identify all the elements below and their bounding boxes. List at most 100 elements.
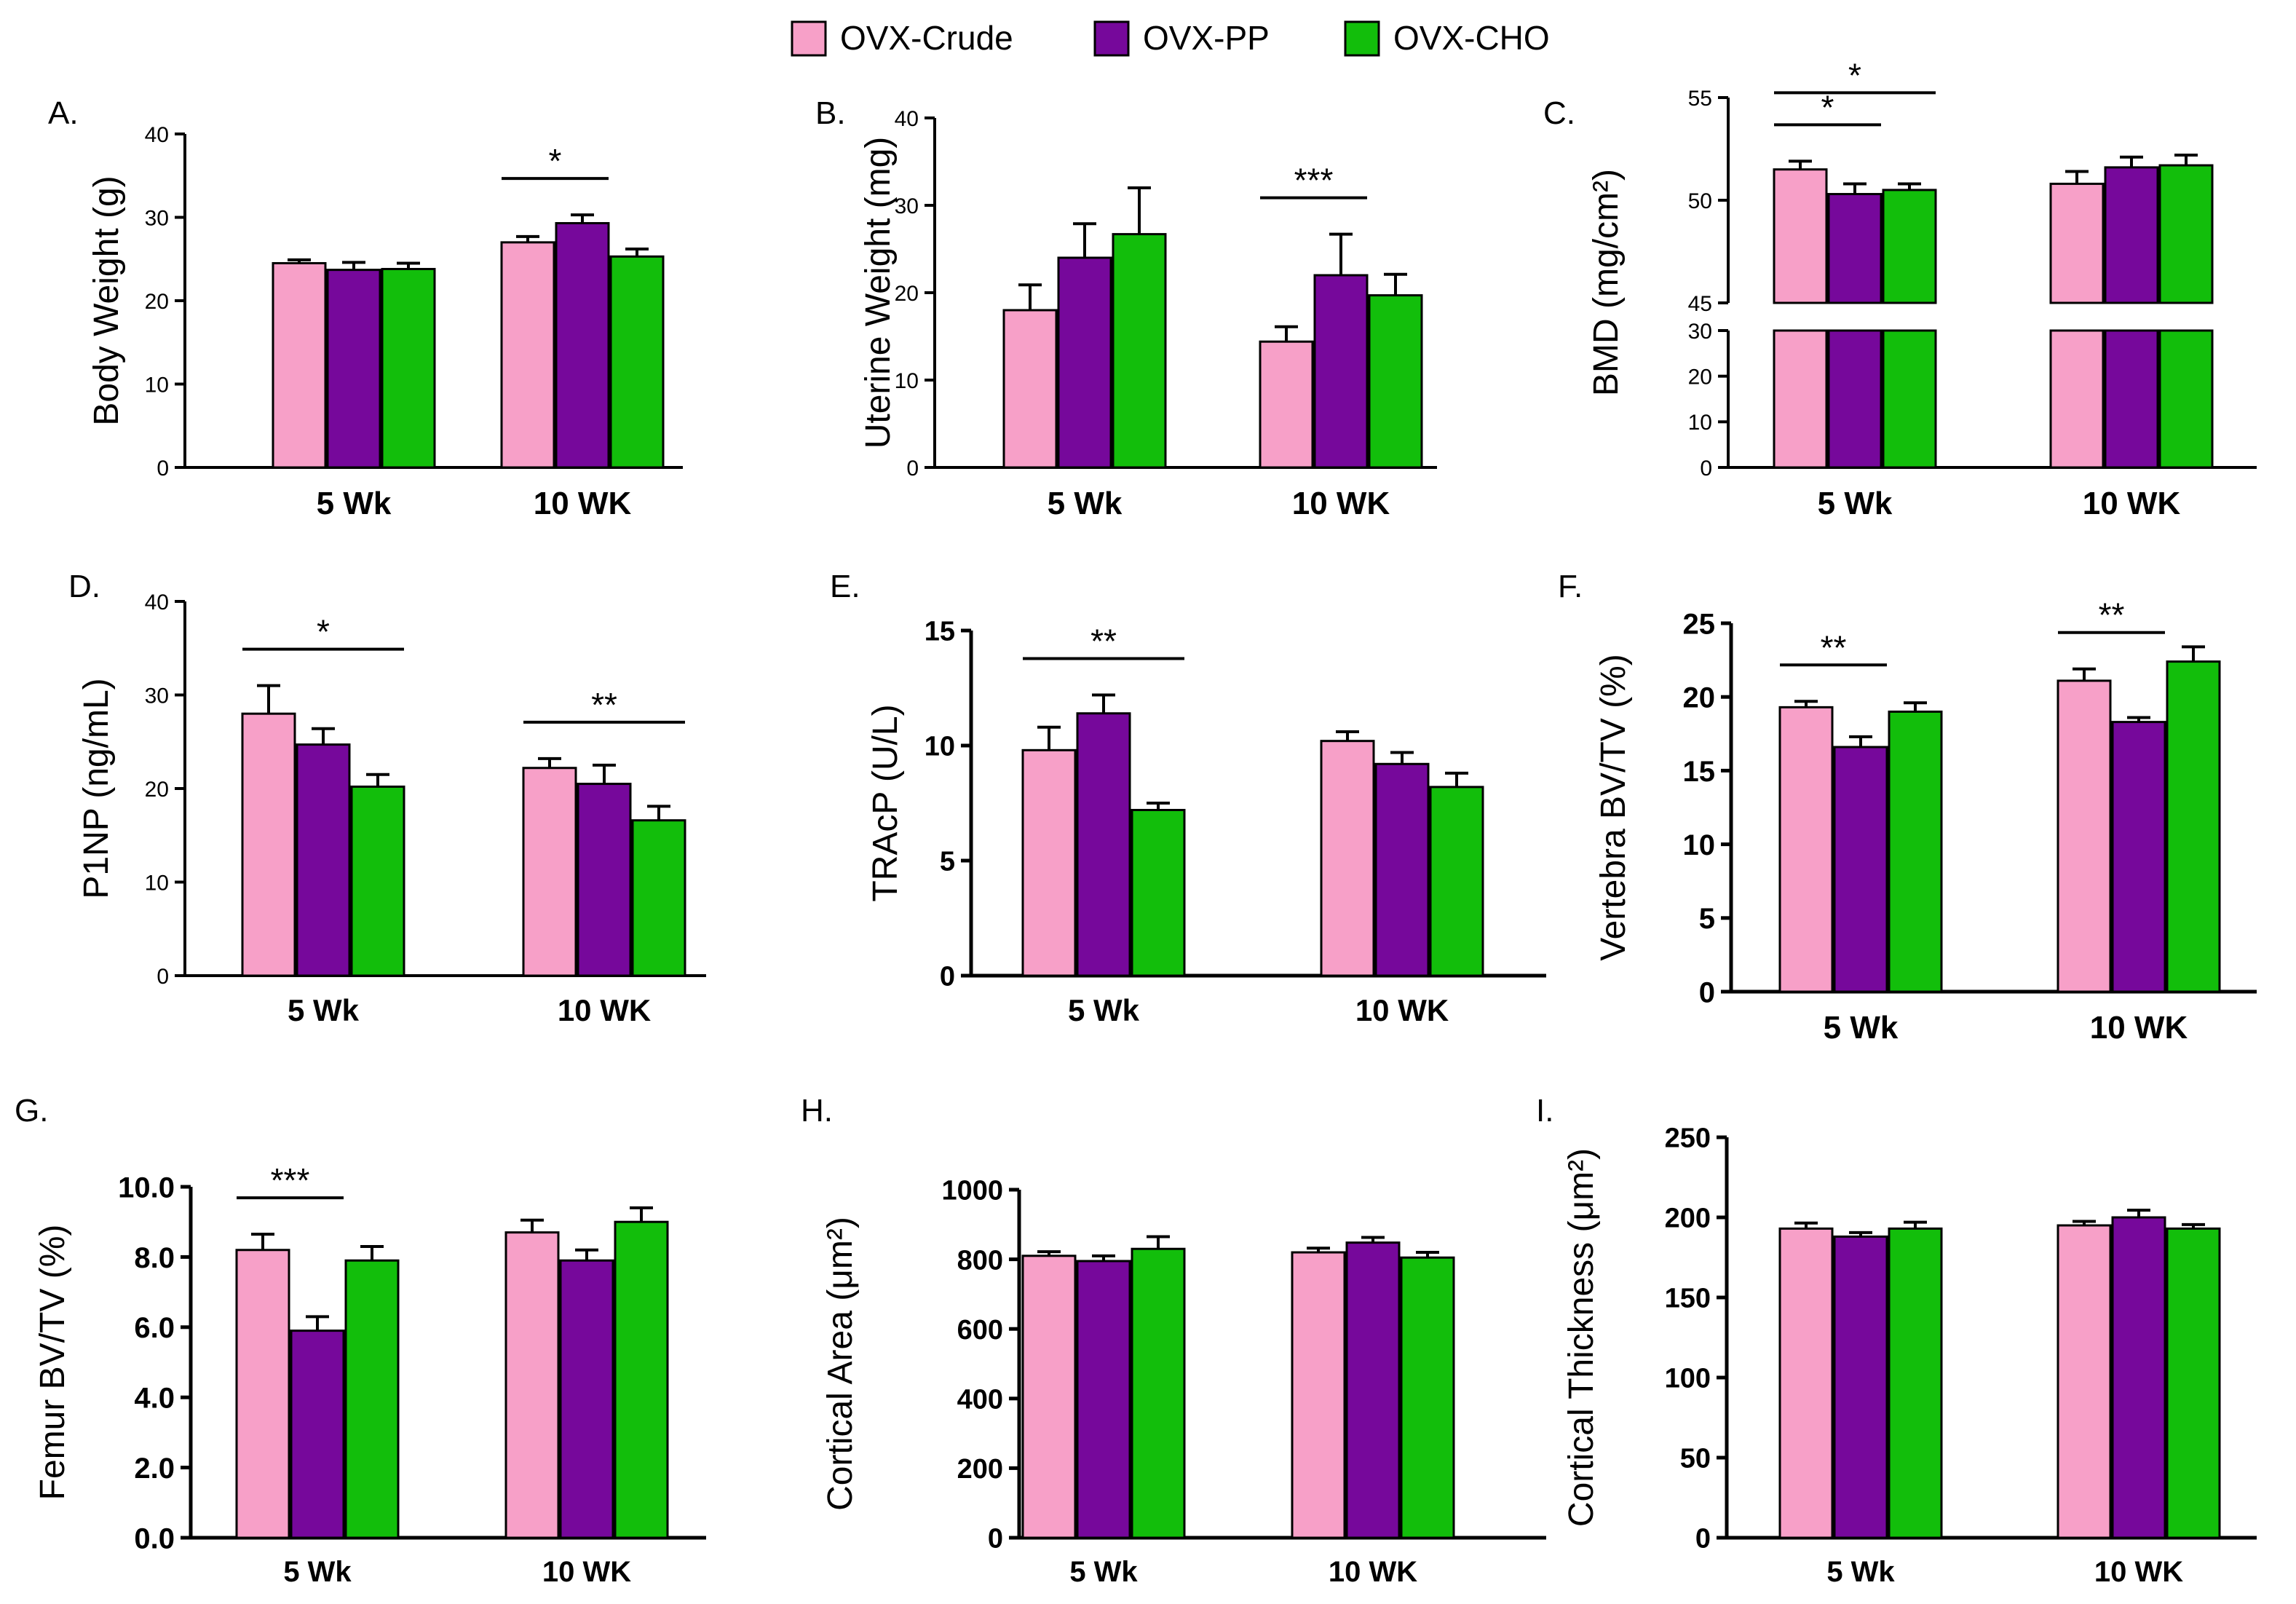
panel-b-bar-ovx-pp-0	[1057, 256, 1112, 469]
panel-e-letter: E.	[830, 569, 860, 604]
panel-h-ylabel: Cortical Area (μm²)	[821, 1217, 860, 1511]
panel-h-ytick-label: 200	[957, 1454, 1003, 1485]
panel-i-ylabel: Cortical Thickness (μm²)	[1562, 1148, 1601, 1527]
panel-g-sig-label: ***	[271, 1161, 310, 1199]
panel-g-bar-ovx-crude-1	[504, 1231, 560, 1539]
panel-c-ytick-label: 55	[1688, 87, 1712, 111]
panel-h-bar-ovx-pp-0	[1076, 1260, 1131, 1539]
panel-a-bar-ovx-pp-0	[326, 269, 381, 469]
panel-g-ytick-label: 6.0	[134, 1312, 175, 1344]
panel-e-sig-label: **	[1090, 622, 1117, 660]
panel-b-ytick-label: 30	[895, 194, 919, 218]
panel-h-ytick-label: 1000	[941, 1176, 1003, 1206]
chart-panels: A. Body Weight (g) 0 10 20 30 40 5 Wk 10 WK * B. Ut…	[15, 56, 2264, 1588]
panel-d-bar-ovx-cho-1	[631, 819, 686, 977]
panel-g-bar-ovx-pp-1	[559, 1259, 614, 1539]
panel-d-xtick-label: 5 Wk	[288, 993, 360, 1027]
panel-f-ylabel: Vertebra BV/TV (%)	[1594, 654, 1633, 960]
panel-c-ytick-label: 45	[1688, 292, 1712, 316]
legend: OVX-Crude OVX-PP OVX-CHO	[791, 19, 1550, 57]
panel-e-bar-ovx-crude-1	[1320, 740, 1375, 977]
panel-c-bar-ovx-cho-1	[2158, 164, 2214, 304]
panel-f-ytick-label: 10	[1683, 829, 1716, 861]
panel-b-bar-ovx-pp-1	[1313, 274, 1369, 469]
panel-e-bar-ovx-crude-0	[1021, 748, 1077, 977]
panel-a-xtick-label: 10 WK	[534, 486, 632, 521]
panel-f-ytick-label: 0	[1699, 976, 1715, 1008]
panel-i-letter: I.	[1536, 1093, 1553, 1129]
panel-c-axis-break	[1714, 306, 2264, 328]
panel-g-ylabel: Femur BV/TV (%)	[33, 1225, 72, 1501]
panel-d-sig-label: *	[317, 613, 330, 651]
panel-a-ylabel: Body Weight (g)	[87, 175, 126, 425]
panel-d-bar-ovx-pp-1	[577, 783, 632, 977]
panel-b-ytick-label: 10	[895, 369, 919, 393]
panel-i-ytick-label: 150	[1665, 1284, 1711, 1314]
panel-i-bar-ovx-cho-0	[1888, 1227, 1943, 1539]
panel-d-bar-ovx-crude-1	[522, 767, 577, 977]
panel-b-ytick-label: 0	[906, 457, 919, 481]
panel-g-bar-ovx-cho-1	[614, 1220, 669, 1539]
panel-a-bar-ovx-crude-1	[500, 241, 555, 469]
panel-a-ytick-label: 40	[145, 123, 169, 147]
panel-a-ytick-label: 30	[145, 206, 169, 230]
panel-b-xtick-label: 5 Wk	[1048, 486, 1123, 521]
panel-c-bar-ovx-crude-0-lower	[1773, 329, 1828, 469]
panel-b-letter: B.	[815, 95, 846, 131]
panel-i-xtick-label: 5 Wk	[1826, 1556, 1895, 1588]
panel-e-xtick-label: 5 Wk	[1068, 993, 1140, 1027]
legend-label-ovx-cho: OVX-CHO	[1393, 19, 1550, 57]
panel-f-xtick-label: 5 Wk	[1824, 1010, 1899, 1046]
panel-d-ylabel: P1NP (ng/mL)	[77, 678, 116, 898]
panel-c-ytick-label: 30	[1688, 320, 1712, 344]
panel-g-xtick-label: 10 WK	[542, 1556, 631, 1588]
panel-f-sig-label: **	[1821, 628, 1847, 666]
panel-g-bar-ovx-pp-0	[290, 1330, 345, 1539]
panel-c-bar-ovx-cho-1-lower	[2158, 329, 2214, 469]
panel-d-bar-ovx-pp-0	[296, 743, 351, 977]
panel-a-bar-ovx-cho-1	[609, 255, 665, 469]
panel-b-bar-ovx-cho-0	[1112, 233, 1167, 469]
panel-d-yticks: 0 10 20 30 40	[145, 590, 185, 989]
panel-a-ytick-label: 20	[145, 290, 169, 314]
panel-e-ytick-label: 10	[925, 732, 955, 762]
panel-i-yticks: 0 50 100 150 200 250	[1665, 1123, 1727, 1554]
panel-b-sig-label: ***	[1294, 162, 1334, 199]
panel-a-sig-label: *	[549, 142, 562, 180]
panel-f-bar-ovx-crude-0	[1778, 706, 1834, 993]
panel-g: G. Femur BV/TV (%) 0.0 2.0 4.0 6.0 8.0 10.0 5 Wk…	[15, 1093, 706, 1588]
panel-c-bar-ovx-crude-0	[1773, 168, 1828, 304]
panel-b-bar-ovx-crude-0	[1002, 309, 1058, 469]
panel-g-ytick-label: 4.0	[134, 1383, 175, 1415]
panel-d-sig-label: **	[591, 686, 617, 724]
panel-c-bar-ovx-crude-1-lower	[2049, 329, 2105, 469]
panel-f-ytick-label: 15	[1683, 756, 1716, 788]
panel-c-bar-ovx-cho-0-lower	[1882, 329, 1937, 469]
panel-f-ytick-label: 25	[1683, 608, 1716, 640]
panel-g-ytick-label: 8.0	[134, 1242, 175, 1274]
panel-h-ytick-label: 400	[957, 1384, 1003, 1415]
legend-label-ovx-pp: OVX-PP	[1143, 19, 1270, 57]
panel-d-ytick-label: 10	[145, 871, 169, 895]
panel-c-bar-ovx-pp-1-lower	[2104, 329, 2159, 469]
panel-b-xtick-label: 10 WK	[1292, 486, 1390, 521]
panel-e-bar-ovx-pp-0	[1076, 712, 1131, 977]
panel-c-ytick-label: 50	[1688, 189, 1712, 213]
panel-d-letter: D.	[68, 569, 100, 604]
panel-c-bar-ovx-cho-0	[1882, 189, 1937, 304]
panel-f-sig-label: **	[2099, 596, 2125, 634]
panel-e-bar-ovx-cho-1	[1429, 786, 1484, 977]
panel-a-ytick-label: 10	[145, 373, 169, 397]
panel-c-xtick-label: 5 Wk	[1818, 486, 1893, 521]
panel-c-sig-label: *	[1848, 56, 1861, 94]
panel-f-letter: F.	[1558, 569, 1583, 604]
panel-f-bar-ovx-pp-0	[1833, 746, 1888, 993]
panel-g-xtick-label: 5 Wk	[283, 1556, 352, 1588]
panel-h-letter: H.	[801, 1093, 833, 1129]
panel-c-sig-label: *	[1821, 88, 1834, 126]
panel-a-bar-ovx-pp-1	[555, 222, 610, 469]
panel-f-bar-ovx-pp-1	[2111, 721, 2166, 993]
panel-d-bar-ovx-cho-0	[350, 785, 405, 977]
panel-i-bar-ovx-pp-1	[2111, 1216, 2166, 1539]
